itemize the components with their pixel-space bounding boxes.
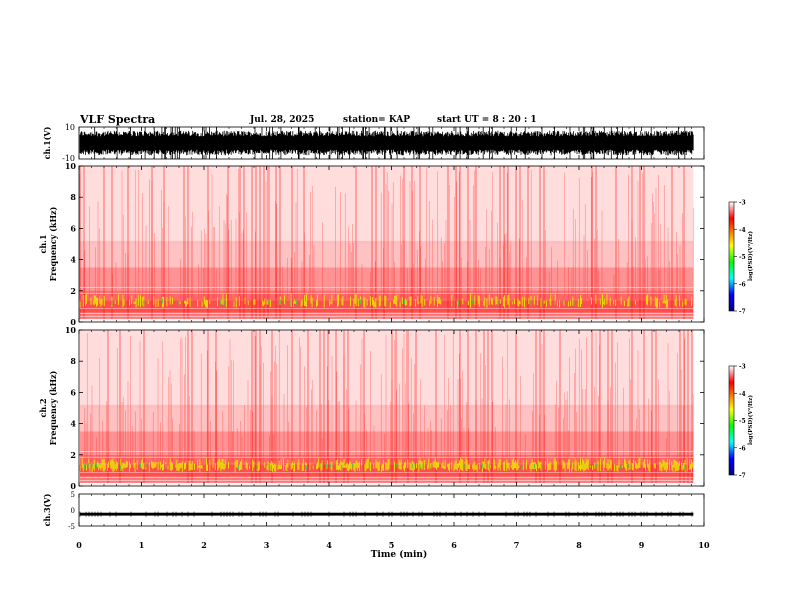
- spectrogram-band: [80, 431, 694, 455]
- spectrogram-band: [80, 330, 694, 408]
- spec2-ytick-label: 4: [70, 419, 76, 429]
- spectrogram-band: [80, 166, 694, 244]
- spec1-ytick-label: 4: [70, 255, 76, 265]
- spectrogram-yellow-emission: [79, 293, 693, 308]
- ch1-ytick-bottom: -10: [62, 154, 75, 163]
- ch1-colorbar: [728, 201, 735, 312]
- time-tick-label: 4: [326, 540, 332, 550]
- ch1-colorbar-tick-label: -5: [739, 254, 746, 261]
- ch3-waveform-trace: [79, 511, 694, 517]
- time-tick-label: 5: [389, 540, 395, 550]
- ch2-colorbar-tick-label: -3: [739, 364, 746, 371]
- ch3-waveform-spikes: [79, 511, 693, 517]
- ch1-colorbar-tick-label: -6: [739, 281, 746, 288]
- ch2-colorbar: [728, 365, 735, 476]
- ch2-colorbar-label: log(PSD)(V²/Hz): [747, 395, 754, 445]
- ch1-spec-ylabel-frequency: Frequency (kHz): [48, 206, 58, 281]
- spectrogram-band: [80, 404, 694, 432]
- ch1-colorbar-tick-label: -3: [739, 200, 746, 207]
- spectrogram-band: [80, 267, 694, 291]
- ch3-ytick-mid: 0: [71, 507, 75, 515]
- ch1-waveform-panel: 10 -10 ch.1(V): [42, 123, 705, 163]
- spec1-ytick-label: 6: [70, 223, 76, 233]
- time-tick-label: 3: [264, 540, 270, 550]
- spectrogram-band: [80, 476, 694, 483]
- time-tick-label: 8: [576, 540, 582, 550]
- station-label: station= KAP: [343, 115, 411, 125]
- spec1-ytick-label: 2: [70, 286, 76, 296]
- ch2-colorbar-tick-label: -5: [739, 418, 746, 425]
- ch1-waveform-trace: [79, 127, 694, 159]
- spec2-ytick-label: 8: [70, 356, 76, 366]
- figure-title: VLF Spectra: [80, 113, 156, 126]
- spec1-ytick-label: 0: [70, 317, 76, 327]
- spectrogram-band: [80, 240, 694, 268]
- spec2-ytick-label: 6: [70, 387, 76, 397]
- spec1-ytick-label: 10: [65, 161, 77, 171]
- spectrogram-band: [80, 312, 694, 319]
- ch3-waveform-line: [80, 512, 694, 516]
- time-axis: 0 1 2 3 4 5 6 7 8 9 10: [76, 540, 710, 550]
- spec2-ytick-label: 2: [70, 450, 76, 460]
- ch1-colorbar-tick-label: -7: [739, 309, 746, 316]
- date-label: Jul. 28, 2025: [250, 115, 315, 125]
- spectrogram-green-emission: [111, 298, 631, 307]
- time-tick-label: 6: [451, 540, 457, 550]
- ch2-spectrogram-image: [79, 330, 694, 485]
- time-tick-label: 0: [76, 540, 82, 550]
- start-ut-label: start UT = 8 : 20 : 1: [437, 115, 537, 125]
- ch1-ylabel: ch.1(V): [42, 126, 52, 159]
- ch2-colorbar-tick-label: -6: [739, 445, 746, 452]
- ch3-waveform-panel: 5 0 -5 ch.3(V): [42, 491, 705, 531]
- time-tick-label: 2: [201, 540, 207, 550]
- ch1-waveform-line: [79, 127, 694, 159]
- ch2-spec-ylabel-frequency: Frequency (kHz): [48, 370, 58, 445]
- spectrogram-band: [80, 290, 694, 301]
- time-tick-label: 9: [639, 540, 645, 550]
- spectrogram-green-emission: [83, 462, 686, 471]
- spec1-ytick-label: 8: [70, 192, 76, 202]
- spec2-ytick-label: 0: [70, 481, 76, 491]
- ch2-colorbar-tick-label: -4: [739, 391, 746, 398]
- time-axis-label: Time (min): [371, 549, 428, 560]
- spectrogram-strong-streaks: [107, 330, 693, 483]
- ch2-colorbar-tick-label: -7: [739, 473, 746, 480]
- ch1-colorbar-tick-label: -4: [739, 227, 746, 234]
- ch2-spec-ylabel-channel: ch.2: [38, 398, 48, 417]
- time-tick-label: 1: [139, 540, 145, 550]
- time-tick-label: 10: [698, 540, 710, 550]
- spectrogram-streaks: [84, 330, 694, 463]
- ch1-spectrogram-image: [79, 166, 694, 321]
- ch3-ylabel: ch.3(V): [42, 493, 52, 526]
- ch1-spec-ylabel-channel: ch.1: [38, 234, 48, 253]
- spectrogram-band: [80, 454, 694, 465]
- spectrogram-strong-streaks: [79, 166, 685, 319]
- time-tick-label: 7: [514, 540, 520, 550]
- ch3-ytick-bottom: -5: [68, 523, 75, 531]
- ch3-ytick-top: 5: [71, 491, 75, 499]
- spec2-ytick-label: 10: [65, 325, 77, 335]
- ch1-colorbar-label: log(PSD)(V²/Hz): [747, 231, 754, 281]
- ch1-ytick-top: 10: [65, 123, 75, 132]
